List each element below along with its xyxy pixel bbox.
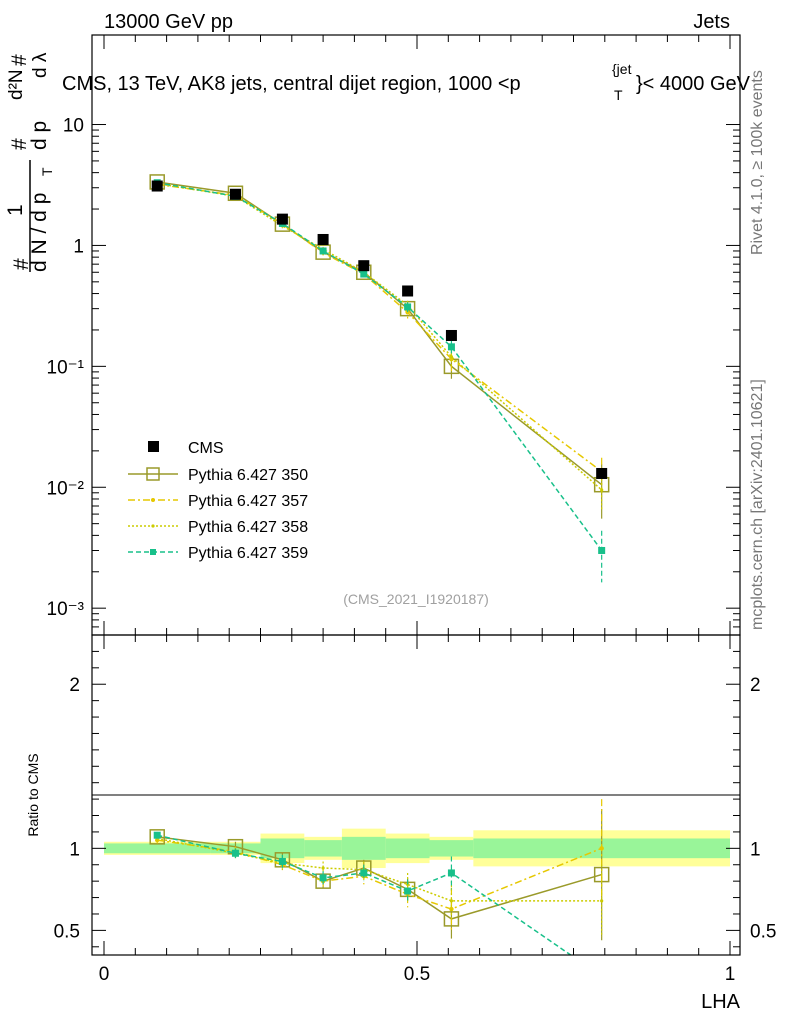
data-point-cms [358,260,370,272]
ratio-ytick-label-right: 2 [750,675,761,696]
main-p358-marker [600,488,604,492]
legend-350-label: Pythia 6.427 350 [188,467,308,484]
ratio-ytick-label-right: 1 [750,839,761,860]
main-ytick-label: 10⁻² [47,478,85,499]
ratio-p358-marker [600,899,604,903]
data-point-cms [596,467,608,479]
analysis-watermark: (CMS_2021_I1920187) [343,591,489,607]
ratio-p350-marker [443,911,460,927]
ratio-p359-marker [360,869,368,877]
ratio-band-inner [341,836,386,860]
ylabel-dp: d p [28,121,51,150]
x-axis-label: LHA [701,991,741,1013]
main-p359-line [157,181,603,551]
data-point-cms [402,285,414,297]
legend-357-label: Pythia 6.427 357 [188,493,308,510]
main-p350-marker [227,185,244,202]
ratio-p350-marker [149,829,165,845]
legend-357-marker [151,498,155,502]
ratio-band-inner [429,840,474,857]
ratio-band-inner [260,838,305,859]
main-p359-marker [404,303,412,311]
main-p358-marker [449,355,454,359]
plot-title: CMS, 13 TeV, AK8 jets, central dijet reg… [62,61,751,103]
ratio-p358-line [157,837,602,902]
legend-cms-label: CMS [188,440,224,457]
ratio-panel: 0.5 0.5 1 1 2 2 0 0.5 1 [54,634,776,985]
ratio-ytick-label-right: 0.5 [750,921,776,942]
legend-359-label: Pythia 6.427 359 [188,545,308,562]
title-text: CMS, 13 TeV, AK8 jets, central dijet reg… [62,73,521,95]
main-p359-marker [360,270,368,278]
main-p357-line [157,183,603,473]
ylabel-dN-dpT: d N / d p [28,193,51,272]
ratio-p359-marker [404,887,412,895]
main-ytick-label: 10⁻¹ [47,357,85,378]
data-point-cms [317,233,329,245]
ylabel-dlambda: d λ [30,52,51,78]
data-point-cms [445,329,457,341]
ratio-xtick-label: 1 [725,964,736,985]
ratio-p359-marker [231,849,239,857]
main-p350-marker [315,244,331,260]
legend-358-label: Pythia 6.427 358 [188,519,308,536]
main-ytick-label: 1 [73,236,84,257]
data-point-cms [151,180,163,192]
ratio-p357-marker [599,846,604,851]
ratio-p358-marker [321,866,325,870]
energy-label: 13000 GeV pp [104,11,233,33]
legend: CMS Pythia 6.427 350 Pythia 6.427 357 Py… [128,440,308,562]
ratio-ytick-label: 2 [69,675,80,696]
ratio-xtick-label: 0.5 [404,964,430,985]
ylabel-one: 1 [4,204,27,216]
main-ytick-label: 10 [63,116,84,137]
legend-cms-marker [148,441,159,452]
ratio-band-inner [385,838,430,859]
ylabel-hash-2: # [8,138,31,150]
title-subscript: T [614,87,623,103]
ratio-p357-marker [449,906,454,912]
main-ytick-label: 10⁻³ [47,599,85,620]
ylabel-T-sub: T [39,167,55,176]
ratio-band-inner [104,843,211,854]
ratio-ytick-label: 1 [69,839,80,860]
ratio-xtick-label: 0 [99,964,110,985]
ratio-p358-marker [449,899,454,903]
title-end: }< 4000 GeV [636,73,751,95]
ratio-p359-line [157,834,572,955]
ylabel-hash-3: # [8,54,31,66]
y-axis-label-main: # 1 d N / d p T # d p # d²N d λ [4,52,55,272]
ratio-p359-marker [447,869,455,877]
ratio-p359-marker [278,857,286,865]
ratio-p359-marker [319,874,327,882]
main-p358-line [157,182,603,491]
main-p359-marker [598,546,606,554]
legend-358-marker [151,524,155,528]
ylabel-hash-1: # [10,258,33,270]
ylabel-d2N: d²N [6,69,27,100]
data-point-cms [229,188,241,200]
ratio-ytick-label: 0.5 [54,921,80,942]
rivet-label: Rivet 4.1.0, ≥ 100k events [749,70,766,255]
main-p357-marker [405,310,410,315]
data-point-cms [276,213,288,225]
legend-359-marker [150,549,156,555]
process-label: Jets [693,11,730,33]
ratio-band-inner [304,840,342,857]
title-superscript: {jet [612,61,632,77]
main-panel: 10⁻³ 10⁻² 10⁻¹ 1 10 (CMS_2021_I1920187) [47,34,741,636]
mcplots-label: mcplots.cern.ch [arXiv:2401.10621] [749,379,766,630]
ratio-frame [91,634,741,956]
legend-350-marker [146,467,160,481]
main-p350-line [157,181,603,486]
ratio-p359-marker [153,831,161,839]
y-axis-label-ratio: Ratio to CMS [25,753,41,836]
main-p359-marker [447,343,455,351]
main-p359-marker [319,247,327,255]
